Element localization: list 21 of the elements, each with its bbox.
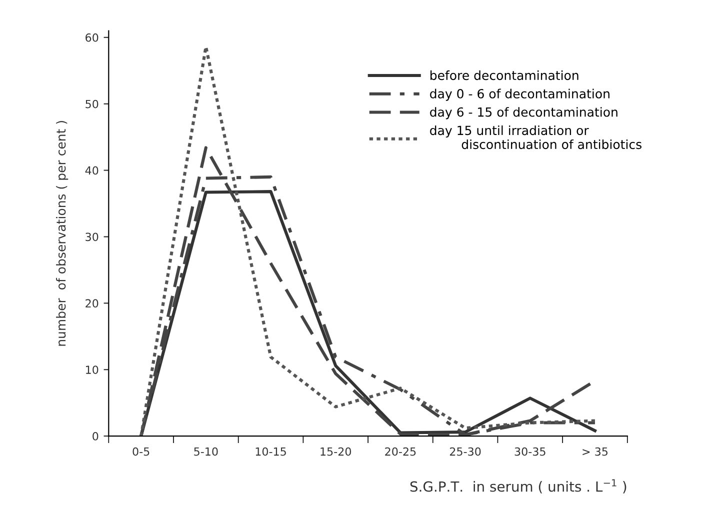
- x-tick-label: 10-15: [256, 447, 286, 456]
- x-tick-label: 25-30: [450, 447, 481, 456]
- y-tick-label: 30: [86, 232, 98, 242]
- x-tick-label: > 35: [582, 447, 608, 456]
- x-tick-label: 0-5: [132, 447, 150, 456]
- x-tick-label: 15-20: [320, 447, 352, 456]
- x-tick-label: 30-35: [514, 447, 546, 456]
- y-tick-label: 0: [92, 432, 98, 440]
- y-tick-label: 60: [86, 33, 98, 42]
- y-axis-title: number of observations ( per cent ): [56, 120, 68, 346]
- y-tick-label: 10: [86, 366, 98, 374]
- x-tick-label: 20-25: [385, 447, 416, 456]
- legend-label: day 0 - 6 of decontamination: [430, 88, 610, 101]
- y-tick-label: 40: [85, 166, 98, 175]
- y-tick-label: 20: [86, 299, 98, 308]
- x-tick-label: 5-10: [194, 447, 218, 456]
- legend-label: day 15 until irradiation or discontinuation of antibiotics: [430, 125, 642, 150]
- legend-label: day 6 - 15 of decontamination: [430, 107, 618, 120]
- x-axis-title: S.G.P.T. in serum ( units . L$^{−1}$ ): [410, 479, 626, 494]
- y-tick-label: 50: [86, 100, 98, 108]
- legend-label: before decontamination: [430, 70, 578, 80]
